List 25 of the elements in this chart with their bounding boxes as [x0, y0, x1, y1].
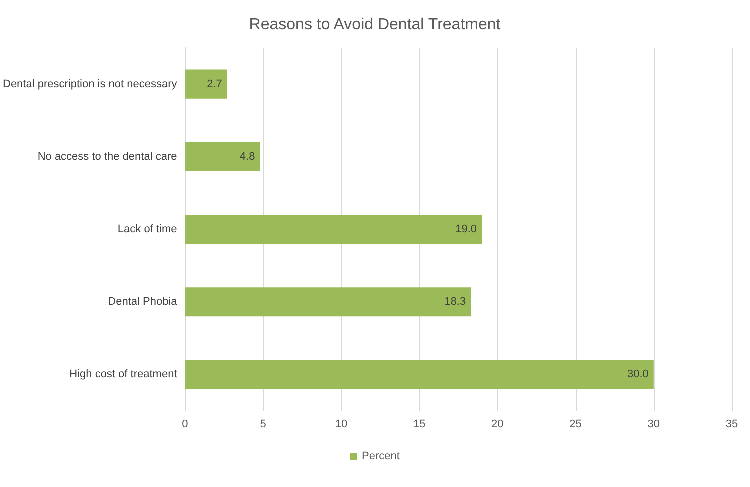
y-tick-label: Dental prescription is not necessary	[3, 78, 178, 90]
data-label: 2.7	[207, 78, 222, 90]
x-tick-label: 35	[726, 418, 738, 430]
x-tick-label: 20	[492, 418, 504, 430]
x-tick-label: 10	[335, 418, 348, 430]
data-label: 18.3	[444, 296, 466, 308]
legend-label: Percent	[362, 450, 400, 462]
x-tick-label: 15	[413, 418, 426, 430]
bar	[185, 70, 228, 99]
x-tick-label: 25	[570, 418, 582, 430]
y-tick-label: No access to the dental care	[38, 150, 178, 163]
x-tick-label: 30	[648, 418, 660, 430]
x-tick-label: 0	[182, 418, 188, 430]
chart-title: Reasons to Avoid Dental Treatment	[249, 16, 502, 34]
bar	[185, 214, 482, 244]
y-tick-label: Lack of time	[118, 224, 178, 236]
y-tick-label: High cost of treatment	[70, 368, 178, 381]
x-tick-label: 5	[260, 418, 266, 430]
data-label: 30.0	[627, 368, 649, 381]
bar	[185, 288, 472, 317]
y-tick-label: Dental Phobia	[108, 296, 178, 308]
data-label: 4.8	[240, 150, 256, 163]
data-label: 19.0	[456, 224, 478, 236]
bar	[185, 360, 654, 390]
bar	[185, 142, 260, 172]
